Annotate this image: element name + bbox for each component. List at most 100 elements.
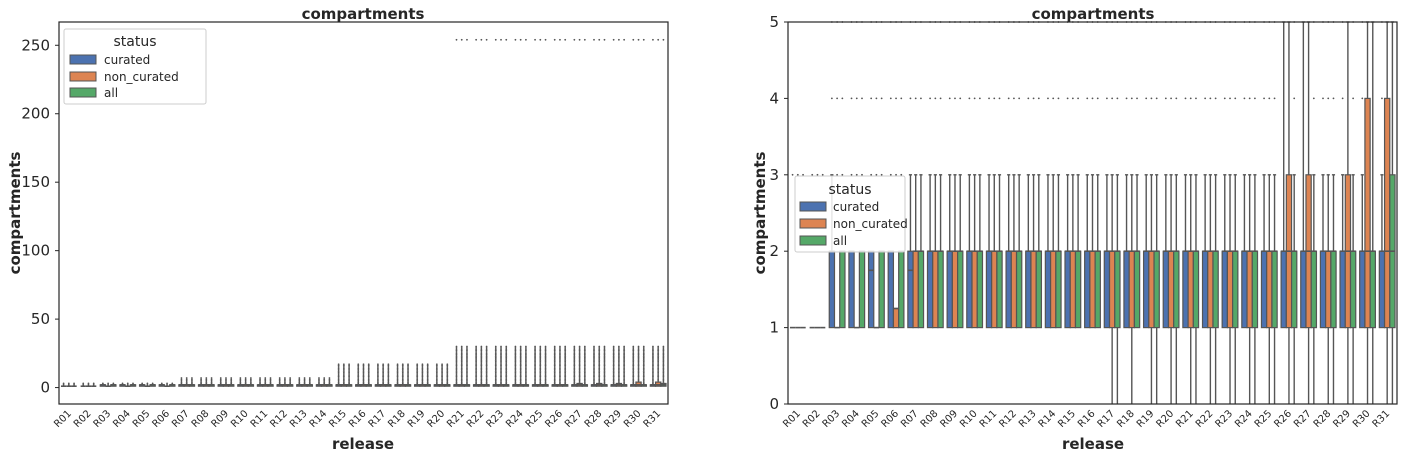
left-outlier-point xyxy=(435,381,438,383)
left-outlier-point xyxy=(342,368,345,371)
left-outlier-point xyxy=(652,381,654,383)
left-outlier-point xyxy=(544,357,547,360)
left-outlier-point xyxy=(642,379,645,382)
left-outlier-point xyxy=(500,359,502,362)
left-outlier-point xyxy=(421,363,424,366)
left-outlier-point xyxy=(455,364,458,367)
left-outlier-point xyxy=(460,363,463,366)
left-outlier-point xyxy=(564,370,567,373)
left-outlier-point xyxy=(603,356,606,359)
left-outlier-point xyxy=(500,377,502,379)
right-xtick-label: R12 xyxy=(997,408,1019,430)
left-outlier-point xyxy=(494,359,497,362)
left-outlier-point xyxy=(505,352,508,355)
left-outlier-point xyxy=(662,370,665,373)
left-outlier-point xyxy=(583,374,586,377)
right-box-all xyxy=(1015,174,1023,329)
left-outlier-point xyxy=(362,375,365,378)
left-outlier-point xyxy=(525,371,527,374)
left-outlier-point xyxy=(559,353,561,356)
left-outlier-point xyxy=(337,381,340,383)
left-outlier-point xyxy=(662,352,665,355)
left-outlier-point xyxy=(564,357,567,360)
left-outlier-point xyxy=(553,349,556,352)
left-outlier-point xyxy=(564,359,567,362)
left-box-all xyxy=(444,363,451,387)
left-outlier-point xyxy=(500,349,502,352)
left-outlier-point xyxy=(632,349,635,352)
left-outlier-point xyxy=(553,364,556,367)
left-outlier-point xyxy=(485,355,488,357)
left-outlier-point xyxy=(519,352,522,355)
left-outlier-point xyxy=(485,382,488,385)
left-outlier-point xyxy=(637,362,640,364)
left-outlier-point xyxy=(210,378,213,381)
left-box-all xyxy=(169,382,176,387)
left-outlier-point xyxy=(525,38,527,41)
left-outlier-point xyxy=(642,374,645,377)
left-outlier-point xyxy=(421,378,424,381)
left-outlier-point xyxy=(505,378,508,381)
left-outlier-point xyxy=(525,355,527,357)
left-chart-xlabel: release xyxy=(332,435,394,453)
right-box-rect xyxy=(932,250,939,329)
left-outlier-point xyxy=(632,356,635,359)
left-outlier-point xyxy=(617,363,620,366)
left-outlier-point xyxy=(662,379,665,382)
left-outlier-point xyxy=(480,378,483,381)
left-outlier-point xyxy=(126,382,129,385)
left-outlier-point xyxy=(657,351,660,353)
left-outlier-point xyxy=(466,364,468,367)
left-outlier-point xyxy=(185,381,188,383)
left-outlier-point xyxy=(401,375,404,378)
left-box-curated xyxy=(355,363,362,387)
left-outlier-point xyxy=(623,381,626,383)
left-outlier-point xyxy=(612,366,615,368)
left-outlier-point xyxy=(377,374,379,377)
right-box-rect xyxy=(1232,250,1239,329)
right-outlier-point xyxy=(959,97,962,100)
left-box-non_curated xyxy=(222,377,230,387)
left-outlier-point xyxy=(62,383,65,386)
left-outlier-point xyxy=(623,346,626,349)
right-legend-swatch-curated xyxy=(799,201,827,212)
left-legend-swatch-all xyxy=(69,87,97,98)
left-outlier-point xyxy=(426,381,429,383)
left-outlier-point xyxy=(387,378,390,381)
left-outlier-point xyxy=(612,38,615,41)
left-outlier-point xyxy=(500,351,502,353)
right-outlier-point xyxy=(895,97,897,100)
left-outlier-point xyxy=(407,372,409,375)
left-outlier-point xyxy=(564,351,567,353)
left-outlier-point xyxy=(362,381,365,383)
left-box-all xyxy=(463,38,471,387)
left-outlier-point xyxy=(652,357,654,360)
left-outlier-point xyxy=(657,368,660,371)
left-outlier-point xyxy=(598,352,601,355)
right-box-rect xyxy=(926,250,934,329)
left-outlier-point xyxy=(466,382,468,385)
right-box-rect xyxy=(1359,250,1366,329)
right-xtick-label: R15 xyxy=(1056,408,1078,430)
right-outlier-point xyxy=(880,173,883,176)
right-box-non_curated xyxy=(1069,174,1077,329)
right-box-curated xyxy=(1142,174,1150,329)
left-outlier-point xyxy=(191,379,193,382)
left-outlier-point xyxy=(623,374,626,377)
left-outlier-point xyxy=(337,371,340,374)
left-outlier-point xyxy=(632,345,635,348)
left-outlier-point xyxy=(475,38,478,41)
left-box-non_curated xyxy=(242,377,249,387)
right-outlier-point xyxy=(1175,97,1178,100)
left-outlier-point xyxy=(107,382,110,385)
left-box-non_curated xyxy=(144,382,151,388)
left-outlier-point xyxy=(519,371,522,374)
left-outlier-point xyxy=(534,356,536,359)
left-outlier-point xyxy=(180,382,183,385)
left-outlier-point xyxy=(505,345,508,348)
left-outlier-point xyxy=(180,381,183,383)
left-outlier-point xyxy=(539,345,542,348)
left-box-curated xyxy=(492,38,499,387)
left-outlier-point xyxy=(298,381,301,383)
left-outlier-point xyxy=(455,382,458,385)
